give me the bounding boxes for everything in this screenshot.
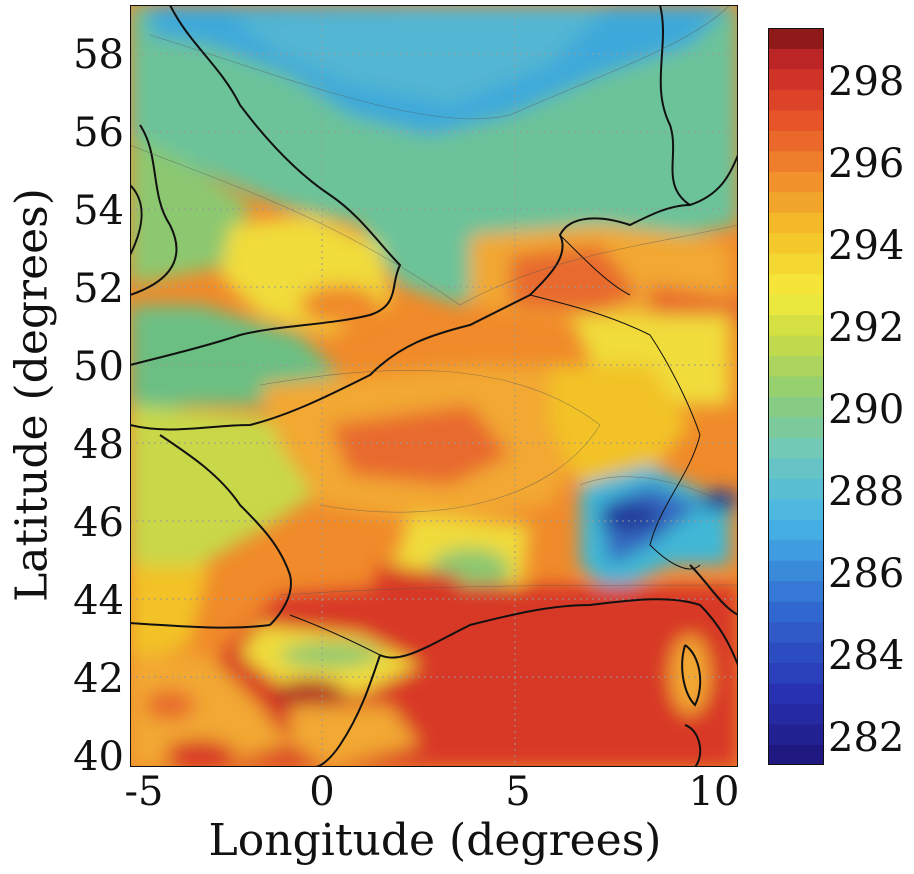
colorbar-tick-label: 294 <box>828 223 905 269</box>
colorbar-tick-label: 298 <box>828 59 905 105</box>
y-tick-label: 48 <box>73 422 124 468</box>
colorbar-band <box>768 48 824 70</box>
colorbar-band <box>768 89 824 111</box>
colorbar-band <box>768 130 824 152</box>
colorbar-band <box>768 191 824 213</box>
x-axis-label: Longitude (degrees) <box>208 815 662 866</box>
y-tick-label: 44 <box>73 578 124 624</box>
colorbar-band <box>768 662 824 684</box>
colorbar-band <box>768 232 824 254</box>
plot-frame <box>130 5 738 767</box>
x-tick-label: 5 <box>505 769 531 815</box>
colorbar-band <box>768 703 824 725</box>
y-axis-label: Latitude (degrees) <box>6 188 58 602</box>
colorbar-band <box>768 376 824 397</box>
colorbar-tick-label: 282 <box>828 715 905 761</box>
y-tick-label: 40 <box>73 734 124 780</box>
colorbar-tick-label: 288 <box>828 469 905 515</box>
colorbar-band <box>768 355 824 377</box>
colorbar-band <box>768 437 824 459</box>
y-tick-label: 54 <box>73 188 124 234</box>
y-tick-label: 50 <box>73 344 124 390</box>
colorbar-band <box>768 109 824 131</box>
colorbar-band <box>768 273 824 295</box>
y-tick-label: 46 <box>73 500 124 546</box>
x-tick-label: -5 <box>124 769 164 815</box>
colorbar-band <box>768 539 824 561</box>
colorbar-band <box>768 519 824 541</box>
colorbar-band <box>768 498 824 520</box>
colorbar-band <box>768 253 824 275</box>
colorbar-band <box>768 457 824 479</box>
x-tick-label: 10 <box>688 769 740 815</box>
colorbar-band <box>768 580 824 602</box>
x-tick-label: 0 <box>309 769 335 815</box>
borders <box>289 234 701 656</box>
contour-lines <box>130 5 738 596</box>
colorbar-band <box>768 560 824 582</box>
colorbar-band <box>768 150 824 172</box>
colorbar-tick-label: 296 <box>828 141 905 187</box>
colorbar-band <box>768 601 824 623</box>
colorbar-tick-label: 286 <box>828 551 905 597</box>
colorbar-band <box>768 683 824 705</box>
colorbar-band <box>768 478 824 500</box>
y-tick-label: 56 <box>73 110 124 156</box>
colorbar-band <box>768 335 824 357</box>
colorbar-band <box>768 744 824 765</box>
colorbar <box>768 28 824 765</box>
colorbar-band <box>768 68 824 90</box>
colorbar-tick-label: 290 <box>828 387 905 433</box>
colorbar-band <box>768 621 824 643</box>
colorbar-band <box>768 294 824 316</box>
contour-map-plot <box>130 5 738 767</box>
colorbar-tick-label: 284 <box>828 633 905 679</box>
colorbar-tick-label: 292 <box>828 305 905 351</box>
y-tick-label: 52 <box>73 266 124 312</box>
y-tick-label: 42 <box>73 656 124 702</box>
colorbar-band <box>768 642 824 664</box>
coastlines <box>130 5 738 767</box>
colorbar-band <box>768 212 824 234</box>
colorbar-band <box>768 171 824 193</box>
colorbar-band <box>768 416 824 438</box>
colorbar-band <box>768 28 824 49</box>
colorbar-band <box>768 396 824 418</box>
colorbar-band <box>768 314 824 336</box>
graticule <box>130 5 738 767</box>
y-tick-label: 58 <box>73 32 124 78</box>
colorbar-band <box>768 724 824 746</box>
